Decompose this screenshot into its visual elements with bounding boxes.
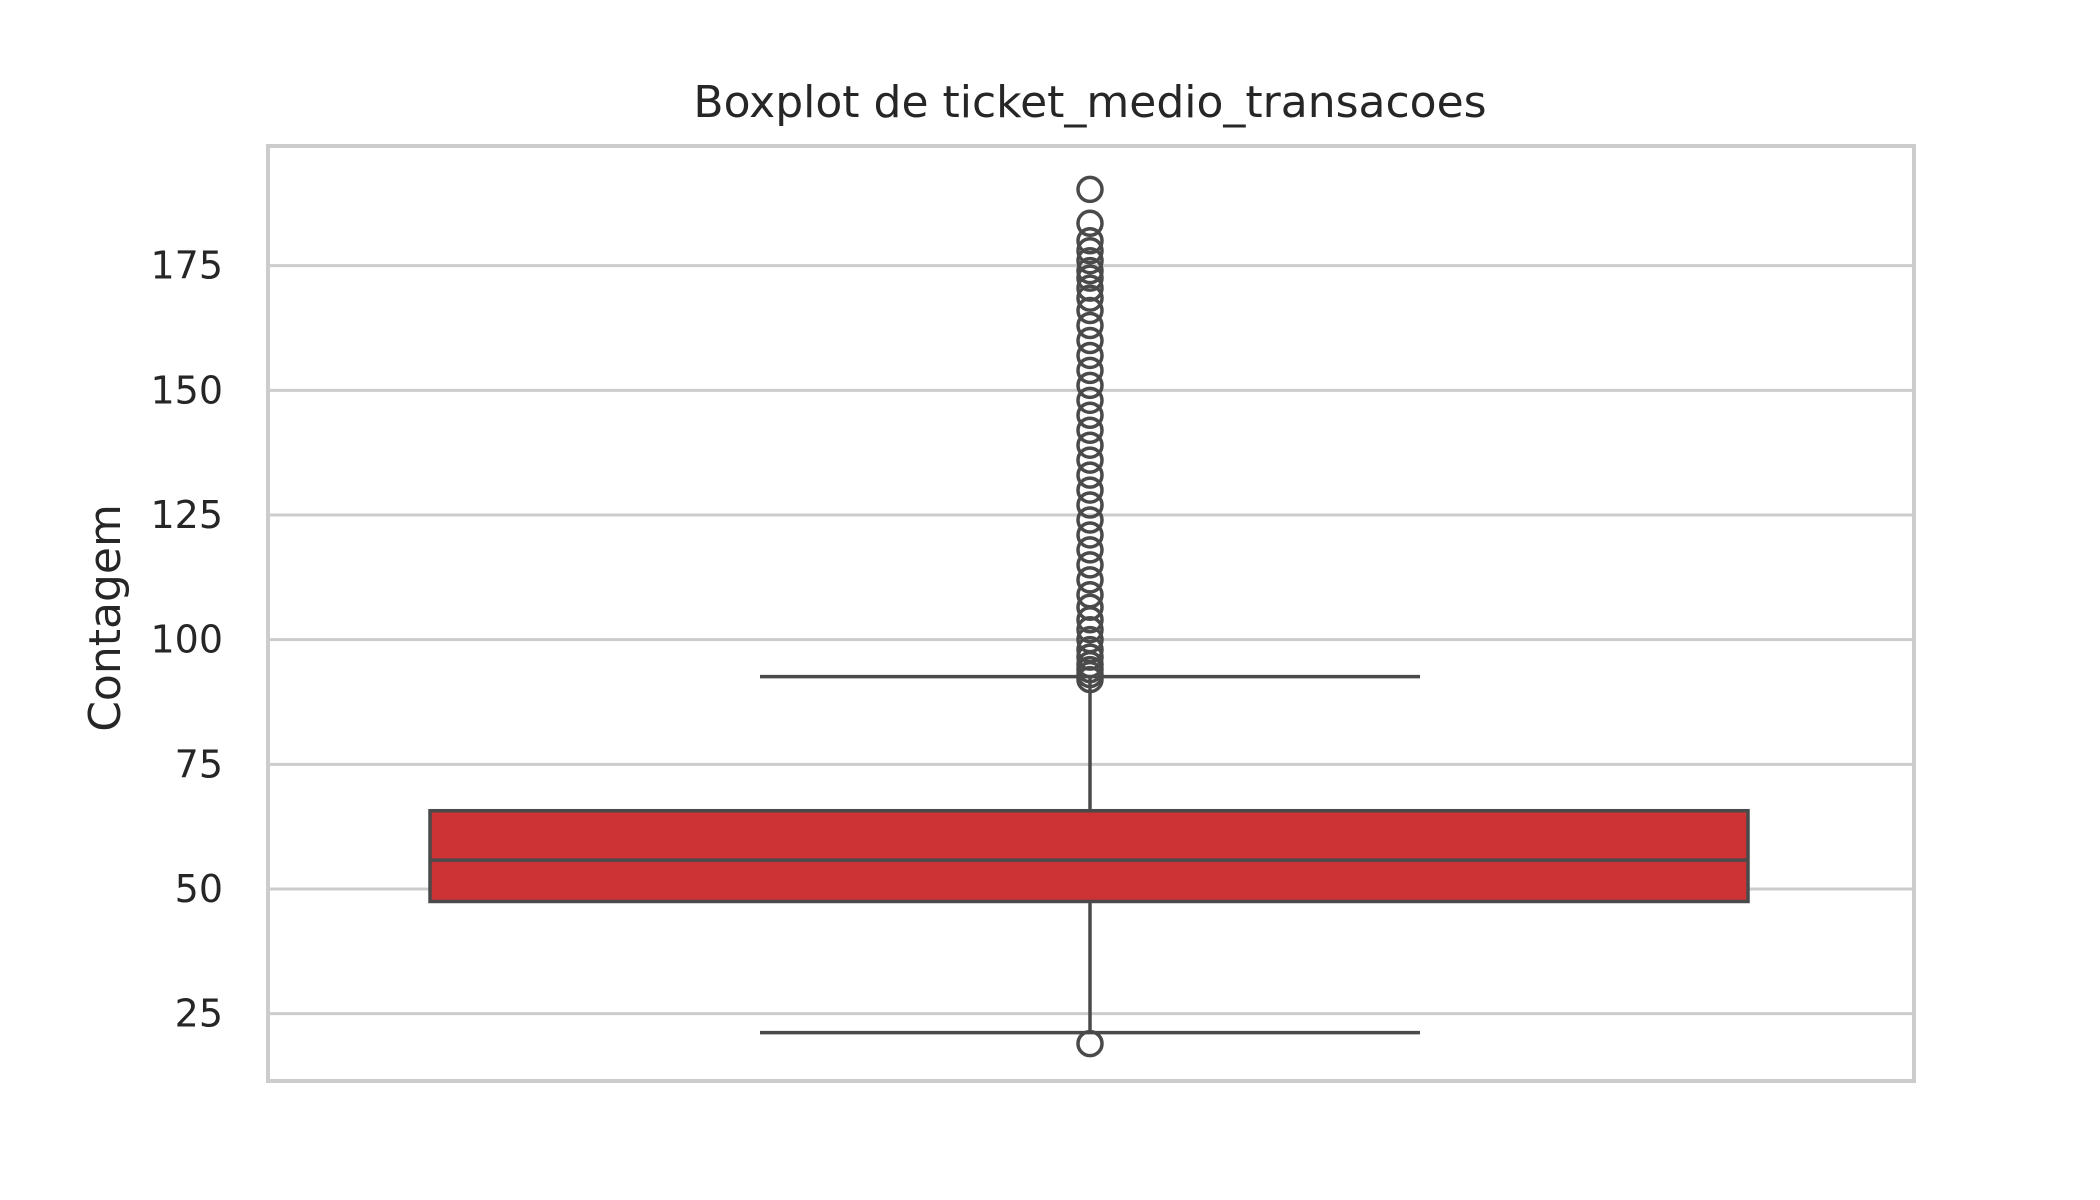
outliers-layer: [1076, 175, 1104, 1058]
chart-title: Boxplot de ticket_medio_transacoes: [693, 77, 1486, 128]
outlier-point-10: [1076, 593, 1104, 622]
box-layer: [428, 674, 1750, 1035]
outlier-point-17: [1076, 491, 1104, 519]
iqr-box: [428, 808, 1750, 904]
outlier-point-26: [1076, 356, 1104, 385]
outlier-point-32: [1076, 274, 1104, 302]
outlier-point-23: [1076, 401, 1104, 430]
outlier-point-5: [1076, 643, 1104, 671]
outlier-point-25: [1076, 371, 1104, 400]
outlier-point-11: [1076, 581, 1104, 609]
outlier-point-27: [1076, 341, 1104, 370]
outlier-point-39: [1076, 175, 1104, 204]
y-tick-label-75: 75: [175, 742, 223, 786]
outlier-point-14: [1076, 536, 1104, 564]
y-tick-label-150: 150: [150, 368, 223, 412]
outlier-point-18: [1076, 476, 1104, 504]
outlier-point-20: [1076, 446, 1104, 474]
outlier-point-12: [1076, 566, 1104, 594]
y-tick-labels: 25 50 75 100 125 150 175: [150, 244, 223, 1036]
outlier-point-38: [1076, 209, 1104, 238]
y-tick-label-125: 125: [150, 493, 223, 537]
y-axis-label: Contagem: [80, 504, 131, 732]
outlier-point-33: [1076, 264, 1104, 292]
outlier-point-13: [1076, 551, 1104, 579]
outlier-point-29: [1076, 311, 1104, 340]
outlier-point-0: [1076, 1029, 1104, 1058]
outlier-point-16: [1076, 506, 1104, 534]
outlier-point-36: [1076, 236, 1104, 265]
outlier-point-31: [1076, 284, 1104, 312]
outlier-point-15: [1076, 521, 1104, 549]
plot-frame: [266, 144, 1916, 1083]
y-tick-label-100: 100: [150, 618, 223, 662]
outlier-point-21: [1076, 431, 1104, 459]
outlier-point-35: [1076, 246, 1104, 275]
outlier-point-19: [1076, 461, 1104, 489]
y-tick-label-175: 175: [150, 244, 223, 288]
y-tick-label-50: 50: [175, 867, 223, 911]
outlier-point-37: [1076, 226, 1104, 255]
outlier-point-28: [1076, 326, 1104, 355]
outlier-point-6: [1076, 635, 1104, 664]
y-tick-label-25: 25: [175, 992, 223, 1036]
outlier-point-24: [1076, 386, 1104, 415]
outlier-point-34: [1076, 256, 1104, 285]
outlier-point-22: [1076, 416, 1104, 444]
outlier-point-7: [1076, 625, 1104, 654]
